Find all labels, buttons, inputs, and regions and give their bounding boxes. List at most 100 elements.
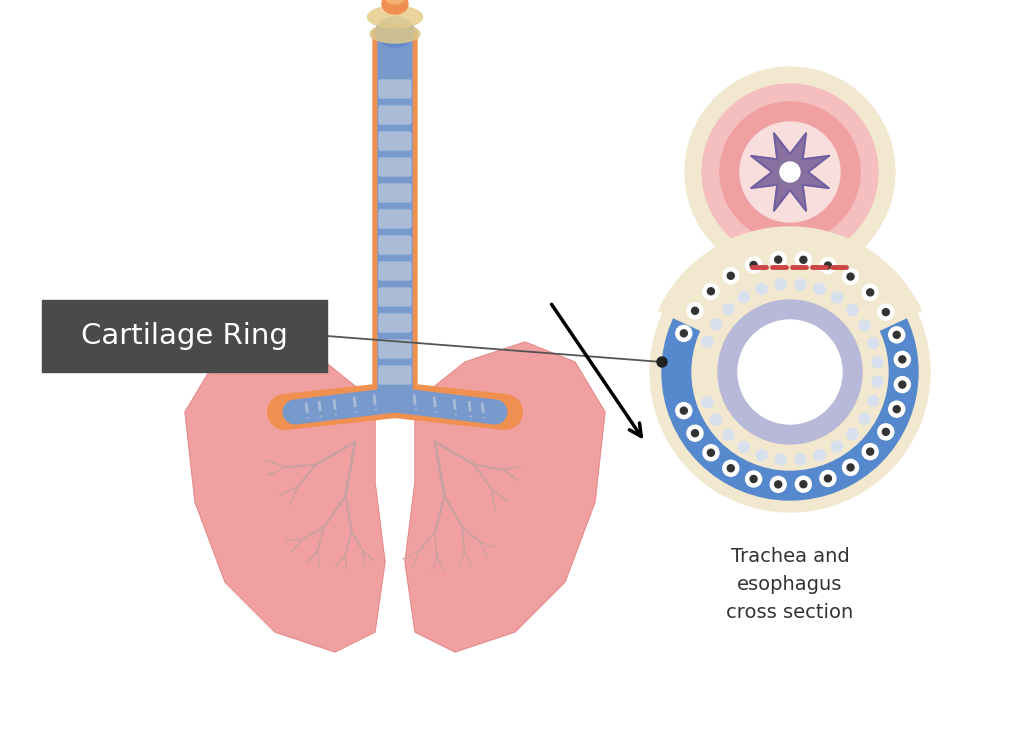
FancyBboxPatch shape: [379, 210, 411, 228]
Circle shape: [723, 268, 738, 284]
Circle shape: [738, 291, 750, 302]
Circle shape: [862, 444, 879, 460]
Circle shape: [889, 327, 905, 343]
Circle shape: [745, 471, 762, 487]
Circle shape: [893, 406, 900, 413]
Circle shape: [708, 449, 715, 456]
Ellipse shape: [385, 0, 406, 4]
Circle shape: [872, 356, 883, 367]
Circle shape: [866, 448, 873, 455]
Wedge shape: [658, 227, 922, 372]
FancyBboxPatch shape: [379, 184, 411, 202]
Circle shape: [680, 407, 687, 414]
Circle shape: [701, 397, 713, 408]
Ellipse shape: [368, 6, 423, 28]
Circle shape: [893, 332, 900, 338]
Circle shape: [657, 357, 667, 367]
Circle shape: [727, 272, 734, 279]
Circle shape: [866, 289, 873, 296]
FancyBboxPatch shape: [42, 300, 327, 372]
Circle shape: [899, 381, 906, 388]
FancyBboxPatch shape: [379, 236, 411, 254]
Circle shape: [894, 351, 910, 367]
Ellipse shape: [382, 0, 408, 14]
Circle shape: [889, 401, 905, 417]
Circle shape: [775, 454, 786, 465]
Circle shape: [727, 465, 734, 471]
FancyBboxPatch shape: [379, 80, 411, 98]
Circle shape: [814, 449, 825, 460]
Circle shape: [770, 252, 786, 268]
Ellipse shape: [370, 25, 420, 43]
FancyBboxPatch shape: [379, 366, 411, 384]
Circle shape: [711, 414, 722, 425]
Circle shape: [831, 292, 843, 303]
Circle shape: [800, 481, 807, 488]
Circle shape: [723, 460, 738, 477]
Circle shape: [878, 424, 894, 440]
Circle shape: [847, 464, 854, 471]
Circle shape: [814, 283, 825, 294]
Circle shape: [796, 477, 811, 492]
Circle shape: [680, 330, 687, 337]
Circle shape: [859, 320, 870, 331]
Circle shape: [824, 262, 831, 269]
Circle shape: [847, 273, 854, 280]
Circle shape: [795, 454, 806, 465]
Circle shape: [751, 261, 757, 269]
Circle shape: [843, 269, 858, 285]
Circle shape: [720, 102, 860, 242]
Circle shape: [820, 258, 836, 274]
Circle shape: [775, 256, 781, 263]
Circle shape: [751, 476, 757, 482]
Circle shape: [738, 320, 842, 424]
FancyBboxPatch shape: [379, 314, 411, 332]
FancyBboxPatch shape: [378, 39, 412, 395]
Circle shape: [780, 162, 800, 182]
Circle shape: [867, 337, 879, 348]
Circle shape: [824, 475, 831, 482]
Circle shape: [775, 279, 786, 290]
Circle shape: [685, 67, 895, 277]
Circle shape: [740, 122, 840, 222]
Circle shape: [691, 430, 698, 437]
FancyBboxPatch shape: [379, 132, 411, 150]
Circle shape: [756, 449, 767, 461]
Circle shape: [691, 307, 698, 314]
FancyBboxPatch shape: [379, 106, 411, 124]
FancyBboxPatch shape: [373, 28, 417, 406]
Circle shape: [738, 441, 750, 452]
Circle shape: [676, 325, 692, 341]
Circle shape: [795, 279, 806, 290]
Circle shape: [847, 428, 858, 439]
Circle shape: [702, 84, 878, 260]
Circle shape: [708, 288, 715, 295]
Circle shape: [662, 244, 918, 500]
Polygon shape: [752, 133, 828, 211]
Circle shape: [676, 403, 692, 419]
Circle shape: [800, 256, 807, 264]
Circle shape: [702, 445, 719, 460]
Circle shape: [723, 304, 734, 315]
Polygon shape: [185, 342, 385, 652]
Circle shape: [711, 319, 722, 330]
FancyBboxPatch shape: [379, 158, 411, 176]
Circle shape: [718, 300, 862, 444]
Circle shape: [745, 257, 762, 273]
Circle shape: [878, 304, 894, 320]
Circle shape: [899, 356, 906, 363]
Circle shape: [687, 425, 703, 441]
Circle shape: [883, 309, 889, 315]
Circle shape: [862, 284, 879, 300]
Circle shape: [723, 430, 734, 441]
Circle shape: [883, 428, 889, 436]
Circle shape: [872, 376, 883, 387]
Circle shape: [847, 305, 858, 315]
FancyBboxPatch shape: [379, 288, 411, 306]
FancyBboxPatch shape: [379, 262, 411, 280]
Circle shape: [775, 481, 781, 488]
FancyBboxPatch shape: [379, 340, 411, 358]
Circle shape: [843, 460, 858, 475]
Circle shape: [687, 303, 703, 319]
Circle shape: [692, 274, 888, 470]
